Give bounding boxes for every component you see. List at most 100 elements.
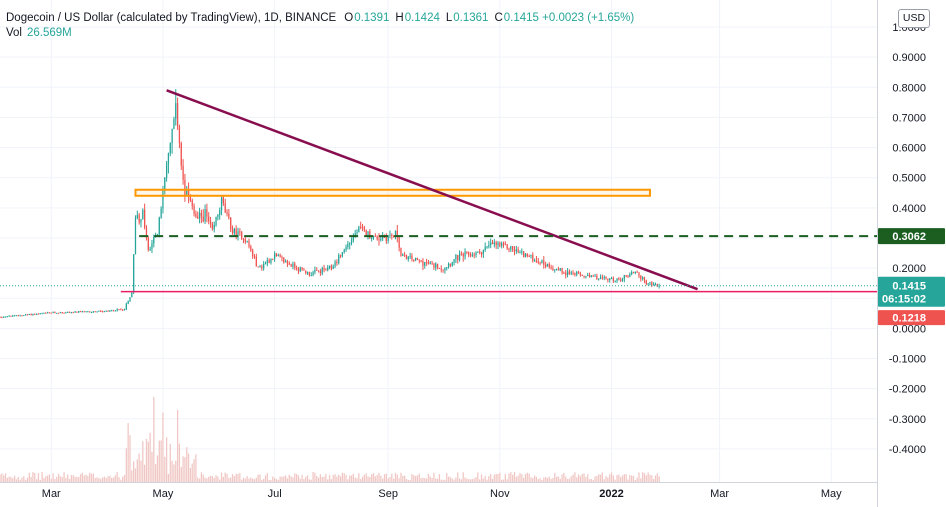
volume-bar — [303, 479, 305, 482]
candle-body — [261, 266, 263, 269]
candle-body — [632, 272, 635, 274]
volume-bar — [480, 474, 483, 482]
volume-bar — [647, 472, 649, 482]
volume-bar — [279, 476, 281, 482]
volume-bar — [349, 475, 351, 482]
volume-bar — [149, 432, 151, 482]
candle-body — [544, 264, 547, 267]
candle-body — [228, 214, 230, 218]
volume-bar — [627, 479, 629, 482]
x-tick-label: Mar — [42, 488, 61, 500]
candle-body — [411, 255, 413, 260]
candle-body — [436, 263, 439, 268]
volume-bar — [468, 479, 470, 482]
volume-bar — [517, 475, 519, 482]
volume-bar — [636, 477, 638, 482]
candle-body — [638, 272, 640, 277]
volume-bar — [495, 473, 497, 482]
drawing-overlays — [0, 89, 877, 293]
candle-body — [383, 236, 386, 238]
volume-bar — [360, 479, 362, 482]
legend-high-value: 0.1424 — [404, 12, 440, 24]
volume-bar — [118, 477, 120, 482]
volume-bar — [363, 474, 365, 482]
volume-bar — [546, 478, 549, 482]
candle-body — [235, 228, 237, 237]
volume-bar — [299, 478, 301, 482]
volume-bar — [607, 477, 609, 482]
volume-bar — [197, 477, 199, 482]
volume-bar — [535, 476, 538, 482]
candle-body — [206, 209, 208, 217]
volume-bar — [592, 479, 594, 482]
candle-body — [403, 254, 406, 256]
candle-body — [10, 315, 12, 317]
candle-body — [515, 249, 517, 252]
volume-bar — [532, 477, 534, 482]
candle-body — [365, 229, 367, 236]
volume-bar — [374, 476, 376, 482]
candle-body — [156, 234, 159, 236]
candle-body — [458, 253, 461, 261]
volume-bar — [288, 474, 290, 482]
volume-bar — [499, 472, 501, 482]
candle-body — [482, 250, 484, 255]
candle-body — [4, 316, 7, 318]
candle-body — [184, 179, 186, 195]
volume-bar — [328, 474, 331, 482]
candle-body — [246, 240, 248, 242]
candle-body — [490, 242, 492, 245]
volume-bar — [590, 478, 593, 482]
volume-bar — [572, 474, 574, 482]
candle-body — [327, 267, 329, 271]
volume-bar — [290, 476, 292, 482]
candle-body — [15, 315, 18, 317]
candle-body — [607, 278, 609, 281]
candle-body — [596, 275, 598, 280]
candle-body — [343, 249, 345, 253]
volume-bar — [512, 474, 514, 482]
candle-body — [164, 177, 166, 191]
candle-body — [427, 262, 430, 264]
volume-bar — [30, 476, 32, 482]
candle-body — [510, 246, 512, 250]
volume-bar — [528, 473, 530, 482]
volume-bar — [372, 473, 375, 482]
candle-body — [94, 311, 96, 313]
candle-body — [65, 312, 67, 314]
volume-bar — [37, 473, 40, 482]
volume-bar — [87, 475, 89, 482]
legend-high-label: H — [395, 12, 404, 24]
resistance-zone — [134, 188, 651, 197]
volume-bar — [620, 477, 622, 482]
candle-body — [147, 238, 149, 250]
candle-body — [28, 313, 30, 315]
candle-body — [612, 277, 614, 282]
volume-bar — [466, 478, 468, 482]
volume-bar — [407, 479, 409, 482]
candle-body — [345, 246, 347, 250]
volume-bar — [383, 474, 386, 482]
volume-bar — [107, 476, 109, 482]
volume-bar — [78, 476, 80, 482]
volume-bar — [420, 478, 422, 482]
volume-bar — [413, 475, 415, 482]
currency-button[interactable]: USD — [898, 9, 930, 28]
volume-bar — [189, 467, 192, 482]
candle-body — [87, 311, 89, 313]
volume-bar — [435, 478, 437, 482]
legend-low-label: L — [445, 12, 453, 24]
volume-bar — [283, 476, 285, 482]
candle-body — [576, 272, 578, 275]
volume-bar — [54, 478, 56, 482]
candle-body — [314, 269, 316, 273]
candle-body — [339, 255, 342, 257]
volume-bar — [583, 473, 585, 482]
candle-body — [647, 283, 649, 285]
volume-bar — [211, 476, 214, 482]
candle-body — [446, 267, 448, 269]
candle-body — [438, 267, 441, 269]
candle-body — [420, 260, 422, 262]
volume-bar — [482, 478, 484, 482]
